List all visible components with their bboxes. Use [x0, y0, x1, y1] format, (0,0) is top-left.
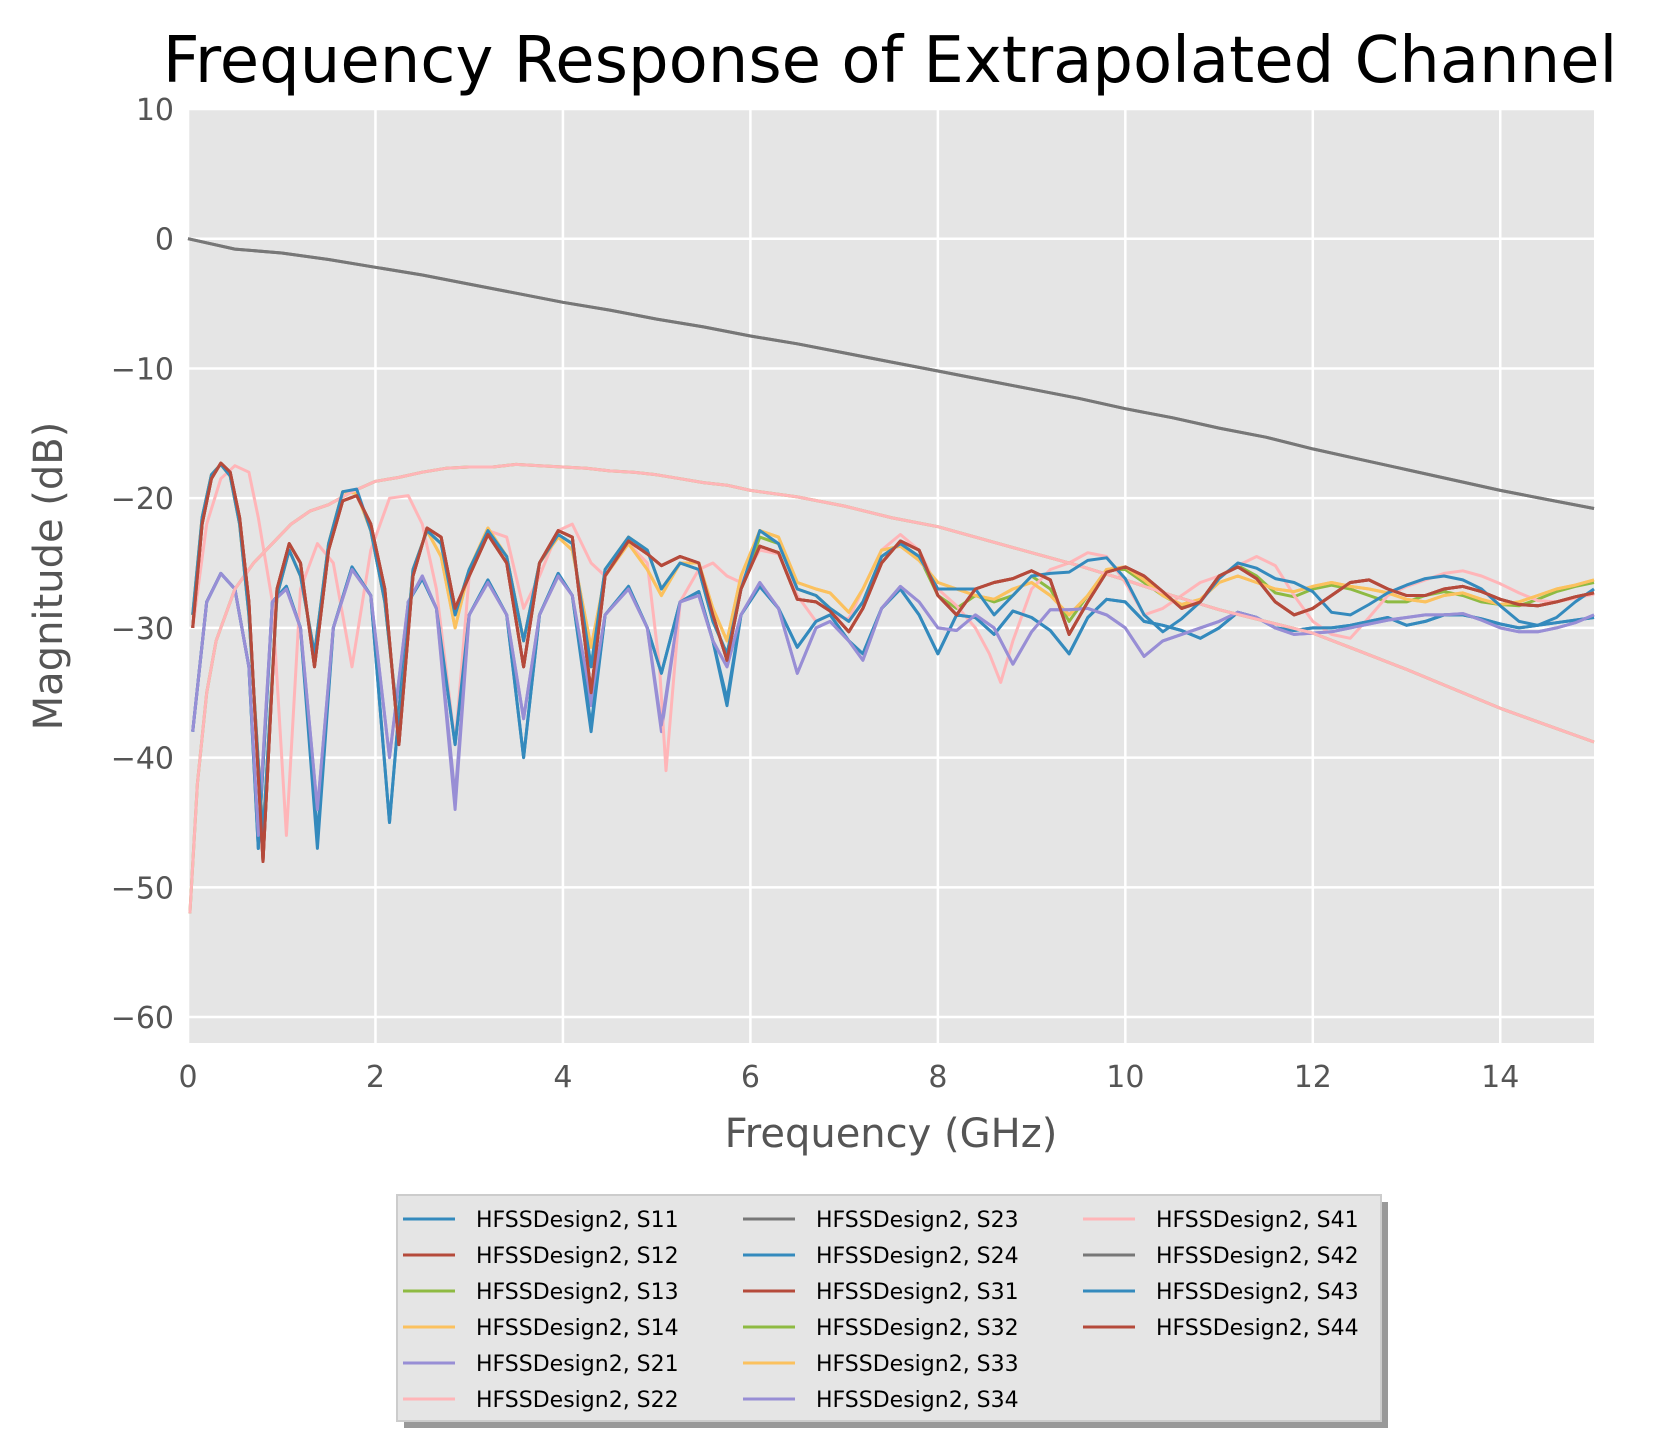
- y-axis-label: Magnitude (dB): [26, 422, 72, 731]
- x-tick-label: 0: [178, 1060, 197, 1095]
- x-tick-label: 2: [366, 1060, 385, 1095]
- legend-label: HFSSDesign2, S42: [1156, 1244, 1359, 1269]
- series-line-13: [188, 462, 1595, 914]
- legend-label: HFSSDesign2, S11: [476, 1208, 679, 1233]
- x-axis-ticks: 0 2 4 6 8 10 12 14: [178, 1060, 1519, 1095]
- y-axis-ticks: 10 0 −10 −20 −30 −40 −50 −60: [111, 93, 174, 1036]
- x-tick-label: 12: [1294, 1060, 1332, 1095]
- chart-title: Frequency Response of Extrapolated Chann…: [163, 24, 1618, 98]
- x-tick-label: 6: [741, 1060, 760, 1095]
- series-line-6: [191, 464, 1595, 837]
- legend-label: HFSSDesign2, S14: [476, 1316, 679, 1341]
- x-tick-label: 14: [1481, 1060, 1519, 1095]
- legend-label: HFSSDesign2, S43: [1156, 1280, 1359, 1305]
- y-tick-label: 10: [136, 93, 174, 128]
- series-lines: [187, 237, 1595, 914]
- y-tick-label: −50: [111, 871, 174, 906]
- y-tick-label: −10: [111, 352, 174, 387]
- legend-label: HFSSDesign2, S21: [476, 1352, 679, 1377]
- legend-label: HFSSDesign2, S24: [816, 1244, 1019, 1269]
- legend-label: HFSSDesign2, S31: [816, 1280, 1019, 1305]
- legend-label: HFSSDesign2, S23: [816, 1208, 1019, 1233]
- legend-box: [396, 1194, 1382, 1422]
- plot-area: [188, 109, 1594, 1043]
- legend-label: HFSSDesign2, S13: [476, 1280, 679, 1305]
- x-tick-label: 4: [553, 1060, 572, 1095]
- x-tick-label: 8: [928, 1060, 947, 1095]
- legend-label: HFSSDesign2, S33: [816, 1352, 1019, 1377]
- series-line-16: [191, 461, 1595, 863]
- y-tick-label: −60: [111, 1001, 174, 1036]
- y-tick-label: −20: [111, 482, 174, 517]
- y-tick-label: 0: [155, 223, 174, 258]
- legend-label: HFSSDesign2, S12: [476, 1244, 679, 1269]
- legend-label: HFSSDesign2, S22: [476, 1388, 679, 1413]
- series-line-15: [191, 462, 1595, 837]
- legend-label: HFSSDesign2, S44: [1156, 1316, 1359, 1341]
- legend-label: HFSSDesign2, S41: [1156, 1208, 1359, 1233]
- legend-label: HFSSDesign2, S32: [816, 1316, 1019, 1341]
- series-line-14: [187, 237, 1595, 510]
- x-tick-label: 10: [1106, 1060, 1144, 1095]
- y-tick-label: −40: [111, 742, 174, 777]
- legend: HFSSDesign2, S11 HFSSDesign2, S12 HFSSDesi…: [396, 1194, 1388, 1428]
- legend-label: HFSSDesign2, S34: [816, 1388, 1019, 1413]
- x-axis-label: Frequency (GHz): [725, 1111, 1058, 1157]
- y-tick-label: −30: [111, 612, 174, 647]
